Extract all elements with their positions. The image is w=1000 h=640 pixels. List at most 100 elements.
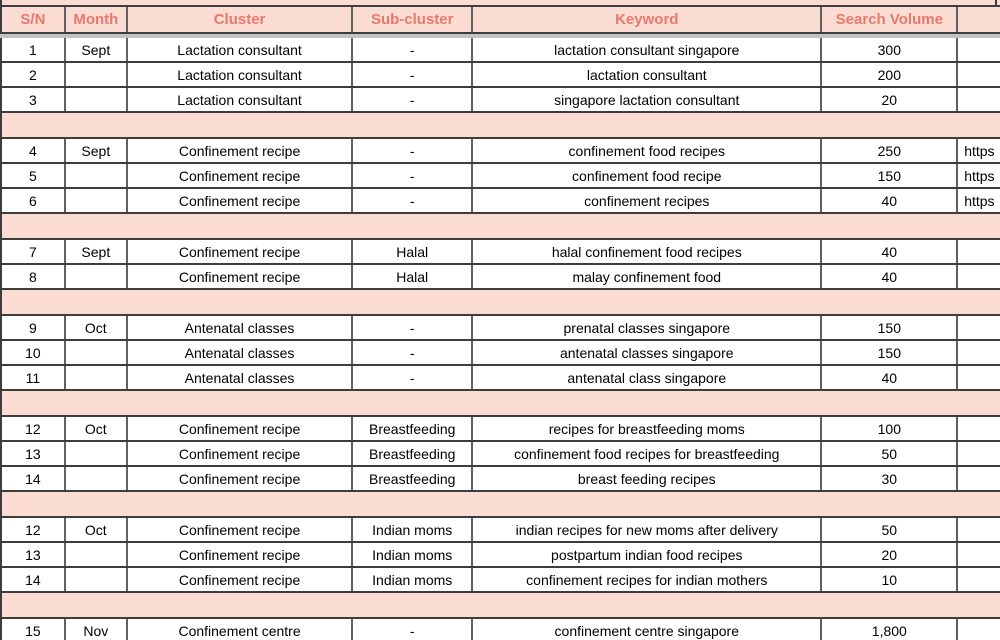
spacer-row[interactable] [0, 593, 1000, 619]
cell-keyword[interactable]: lactation consultant [473, 63, 823, 86]
cell-month[interactable] [66, 189, 128, 212]
cell-link[interactable] [958, 38, 1000, 61]
cell-sn[interactable]: 9 [2, 316, 66, 339]
cell-cluster[interactable]: Antenatal classes [128, 366, 354, 389]
cell-cluster[interactable]: Confinement recipe [128, 467, 354, 490]
cell-keyword[interactable]: recipes for breastfeeding moms [473, 417, 823, 440]
cell-link[interactable] [958, 366, 1000, 389]
cell-month[interactable] [66, 88, 128, 111]
cell-cluster[interactable]: Confinement recipe [128, 417, 354, 440]
cell-search-volume[interactable]: 10 [822, 568, 959, 591]
cell-month[interactable] [66, 467, 128, 490]
cell-month[interactable]: Sept [66, 240, 128, 263]
cell-link[interactable] [958, 619, 1000, 640]
cell-search-volume[interactable]: 150 [822, 164, 959, 187]
cell-sn[interactable]: 4 [2, 139, 66, 162]
cell-search-volume[interactable]: 200 [822, 63, 959, 86]
cell-keyword[interactable]: halal confinement food recipes [473, 240, 823, 263]
cell-subcluster[interactable]: Halal [353, 240, 474, 263]
cell-keyword[interactable]: antenatal classes singapore [473, 341, 823, 364]
cell-sn[interactable]: 14 [2, 568, 66, 591]
cell-search-volume[interactable]: 20 [822, 88, 959, 111]
cell-cluster[interactable]: Confinement recipe [128, 568, 354, 591]
cell-keyword[interactable]: confinement centre singapore [473, 619, 823, 640]
cell-month[interactable] [66, 366, 128, 389]
cell-sn[interactable]: 8 [2, 265, 66, 288]
cell-search-volume[interactable]: 250 [822, 139, 959, 162]
cell-subcluster[interactable]: - [353, 341, 474, 364]
cell-month[interactable] [66, 63, 128, 86]
cell-subcluster[interactable]: - [353, 189, 474, 212]
cell-subcluster[interactable]: - [353, 139, 474, 162]
cell-keyword[interactable]: confinement food recipe [473, 164, 823, 187]
cell-keyword[interactable]: confinement recipes [473, 189, 823, 212]
cell-sn[interactable]: 3 [2, 88, 66, 111]
cell-link[interactable] [958, 442, 1000, 465]
cell-search-volume[interactable]: 150 [822, 316, 959, 339]
cell-link[interactable] [958, 316, 1000, 339]
cell-link[interactable] [958, 63, 1000, 86]
cell-link[interactable] [958, 543, 1000, 566]
spacer-row[interactable] [0, 492, 1000, 518]
cell-keyword[interactable]: antenatal class singapore [473, 366, 823, 389]
header-cluster[interactable]: Cluster [128, 7, 354, 32]
cell-subcluster[interactable]: - [353, 619, 474, 640]
header-search-volume[interactable]: Search Volume [822, 7, 959, 32]
cell-search-volume[interactable]: 40 [822, 189, 959, 212]
cell-sn[interactable]: 11 [2, 366, 66, 389]
cell-search-volume[interactable]: 30 [822, 467, 959, 490]
cell-cluster[interactable]: Confinement recipe [128, 543, 354, 566]
cell-cluster[interactable]: Confinement recipe [128, 164, 354, 187]
cell-month[interactable]: Oct [66, 316, 128, 339]
cell-link[interactable] [958, 240, 1000, 263]
cell-keyword[interactable]: prenatal classes singapore [473, 316, 823, 339]
cell-link[interactable] [958, 467, 1000, 490]
cell-search-volume[interactable]: 50 [822, 442, 959, 465]
cell-keyword[interactable]: confinement food recipes [473, 139, 823, 162]
cell-sn[interactable]: 12 [2, 518, 66, 541]
cell-keyword[interactable]: breast feeding recipes [473, 467, 823, 490]
cell-cluster[interactable]: Lactation consultant [128, 88, 354, 111]
cell-month[interactable] [66, 341, 128, 364]
spacer-row[interactable] [0, 214, 1000, 240]
cell-search-volume[interactable]: 300 [822, 38, 959, 61]
cell-month[interactable]: Nov [66, 619, 128, 640]
cell-link[interactable]: https [964, 167, 995, 184]
cell-subcluster[interactable]: - [353, 88, 474, 111]
cell-sn[interactable]: 2 [2, 63, 66, 86]
cell-keyword[interactable]: lactation consultant singapore [473, 38, 823, 61]
cell-search-volume[interactable]: 40 [822, 240, 959, 263]
cell-sn[interactable]: 12 [2, 417, 66, 440]
cell-search-volume[interactable]: 1,800 [822, 619, 959, 640]
cell-keyword[interactable]: malay confinement food [473, 265, 823, 288]
cell-link[interactable]: https [964, 142, 995, 159]
cell-link[interactable] [958, 518, 1000, 541]
cell-subcluster[interactable]: Indian moms [353, 568, 474, 591]
header-sn[interactable]: S/N [2, 7, 66, 32]
cell-month[interactable] [66, 164, 128, 187]
cell-cluster[interactable]: Lactation consultant [128, 63, 354, 86]
cell-month[interactable]: Sept [66, 38, 128, 61]
cell-cluster[interactable]: Confinement recipe [128, 518, 354, 541]
cell-sn[interactable]: 5 [2, 164, 66, 187]
cell-cluster[interactable]: Confinement recipe [128, 240, 354, 263]
cell-month[interactable]: Oct [66, 518, 128, 541]
cell-subcluster[interactable]: Halal [353, 265, 474, 288]
cell-cluster[interactable]: Confinement recipe [128, 442, 354, 465]
cell-sn[interactable]: 10 [2, 341, 66, 364]
cell-month[interactable] [66, 568, 128, 591]
spacer-row[interactable] [0, 391, 1000, 417]
cell-subcluster[interactable]: Indian moms [353, 543, 474, 566]
cell-keyword[interactable]: indian recipes for new moms after delive… [473, 518, 823, 541]
cell-keyword[interactable]: confinement food recipes for breastfeedi… [473, 442, 823, 465]
cell-link[interactable] [958, 341, 1000, 364]
cell-sn[interactable]: 1 [2, 38, 66, 61]
cell-subcluster[interactable]: - [353, 38, 474, 61]
cell-sn[interactable]: 7 [2, 240, 66, 263]
cell-keyword[interactable]: confinement recipes for indian mothers [473, 568, 823, 591]
cell-subcluster[interactable]: Breastfeeding [353, 417, 474, 440]
cell-subcluster[interactable]: Breastfeeding [353, 442, 474, 465]
header-keyword[interactable]: Keyword [473, 7, 823, 32]
cell-month[interactable]: Sept [66, 139, 128, 162]
cell-subcluster[interactable]: - [353, 366, 474, 389]
